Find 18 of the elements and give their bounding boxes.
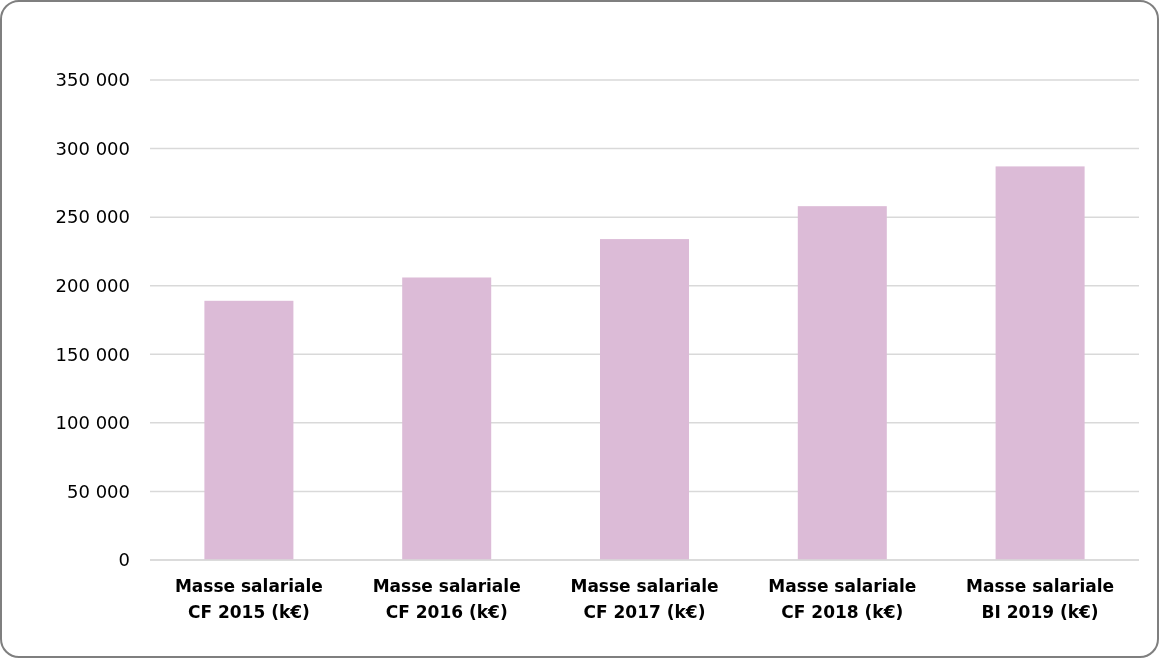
bar xyxy=(995,166,1085,560)
y-tick-label: 250 000 xyxy=(55,206,130,228)
x-tick-label: Masse salariale CF 2016 (k€) xyxy=(372,576,521,622)
bar xyxy=(797,206,887,560)
bar xyxy=(402,277,492,560)
y-tick-label: 100 000 xyxy=(55,412,130,434)
bar xyxy=(600,239,690,560)
x-tick-label: Masse salariale CF 2018 (k€) xyxy=(768,576,917,622)
y-tick-label: 0 xyxy=(118,549,130,571)
y-tick-label: 150 000 xyxy=(55,343,130,365)
x-tick-label: Masse salariale CF 2015 (k€) xyxy=(174,576,323,622)
x-tick-label: Masse salariale BI 2019 (k€) xyxy=(966,576,1115,622)
x-tick-label: Masse salariale CF 2017 (k€) xyxy=(570,576,719,622)
bar xyxy=(204,300,294,560)
y-tick-label: 300 000 xyxy=(55,137,130,159)
y-tick-label: 350 000 xyxy=(55,69,130,91)
y-tick-label: 200 000 xyxy=(55,275,130,297)
y-tick-label: 50 000 xyxy=(67,480,130,502)
